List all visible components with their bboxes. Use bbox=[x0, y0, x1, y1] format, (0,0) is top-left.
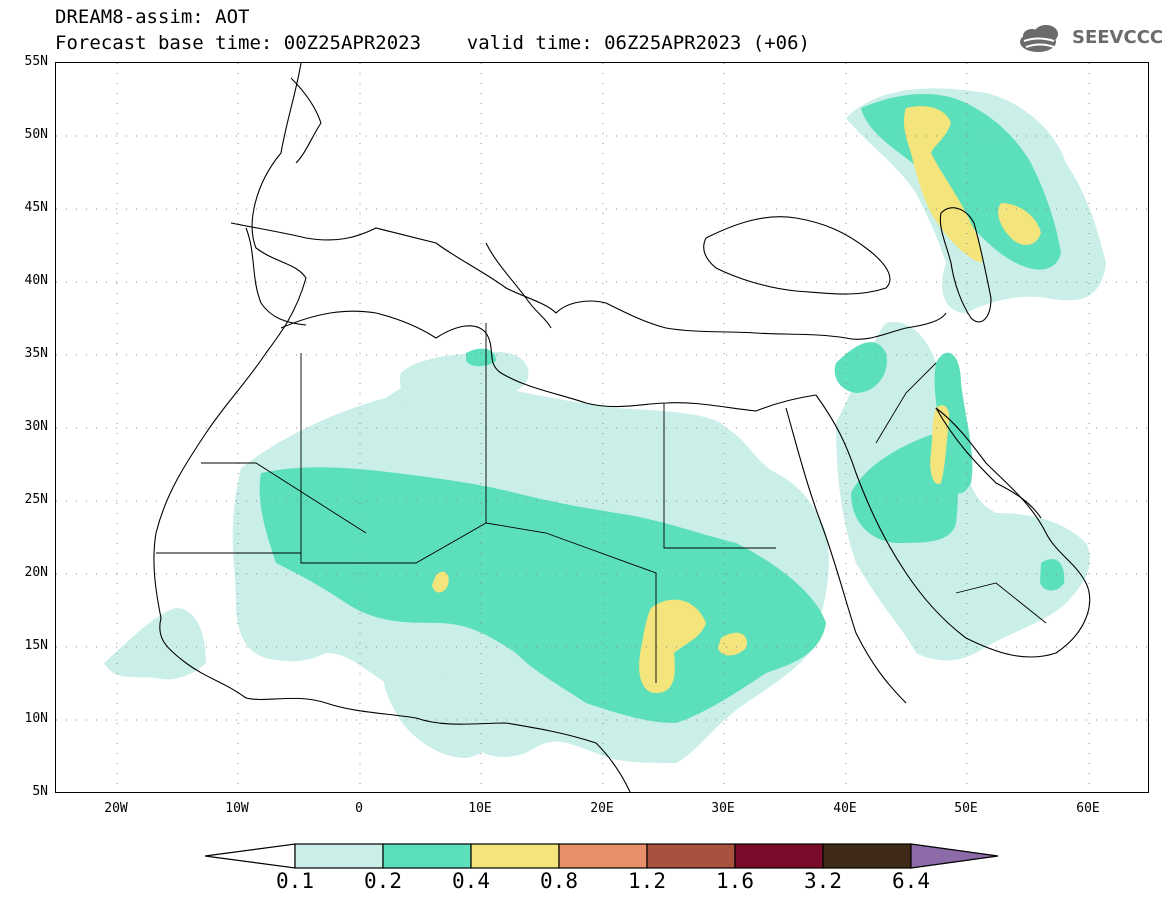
lon-label: 30E bbox=[711, 801, 735, 816]
lon-label: 10E bbox=[468, 801, 492, 816]
lat-label: 50N bbox=[24, 127, 48, 142]
lat-label: 40N bbox=[24, 273, 48, 288]
colorbar-segment bbox=[822, 843, 912, 869]
lat-label: 20N bbox=[24, 565, 48, 580]
lat-label: 15N bbox=[24, 638, 48, 653]
colorbar-segment bbox=[558, 843, 648, 869]
lon-label: 60E bbox=[1076, 801, 1100, 816]
lon-label: 10W bbox=[225, 801, 249, 816]
lat-label: 10N bbox=[24, 711, 48, 726]
lat-label: 5N bbox=[32, 784, 48, 799]
colorbar-label: 1.2 bbox=[628, 869, 666, 893]
coastlines bbox=[153, 63, 1091, 792]
colorbar bbox=[205, 843, 999, 869]
colorbar-segment bbox=[470, 843, 560, 869]
lat-label: 55N bbox=[24, 54, 48, 69]
chart-title: DREAM8-assim: AOT bbox=[55, 6, 250, 28]
cloud-icon bbox=[1020, 25, 1058, 52]
colorbar-label: 0.8 bbox=[540, 869, 578, 893]
colorbar-label: 0.2 bbox=[364, 869, 402, 893]
lon-label: 50E bbox=[954, 801, 978, 816]
colorbar-segment bbox=[734, 843, 824, 869]
colorbar-label: 3.2 bbox=[804, 869, 842, 893]
colorbar-segment bbox=[382, 843, 472, 869]
forecast-times: Forecast base time: 00Z25APR2023 valid t… bbox=[55, 32, 810, 54]
colorbar-low-arrow bbox=[205, 843, 296, 869]
lat-label: 25N bbox=[24, 492, 48, 507]
colorbar-label: 1.6 bbox=[716, 869, 754, 893]
colorbar-label: 6.4 bbox=[892, 869, 930, 893]
lon-label: 20E bbox=[590, 801, 614, 816]
lon-label: 20W bbox=[104, 801, 128, 816]
lat-label: 30N bbox=[24, 419, 48, 434]
map-panel bbox=[55, 62, 1149, 793]
colorbar-segment bbox=[646, 843, 736, 869]
colorbar-segment bbox=[294, 843, 384, 869]
lat-label: 45N bbox=[24, 200, 48, 215]
lon-label: 40E bbox=[833, 801, 857, 816]
logo-text: SEEVCCC bbox=[1072, 27, 1164, 48]
colorbar-label: 0.4 bbox=[452, 869, 490, 893]
colorbar-high-arrow bbox=[910, 843, 999, 869]
lon-label: 0 bbox=[355, 801, 363, 816]
map-canvas bbox=[56, 63, 1148, 792]
colorbar-label: 0.1 bbox=[276, 869, 314, 893]
lat-label: 35N bbox=[24, 346, 48, 361]
